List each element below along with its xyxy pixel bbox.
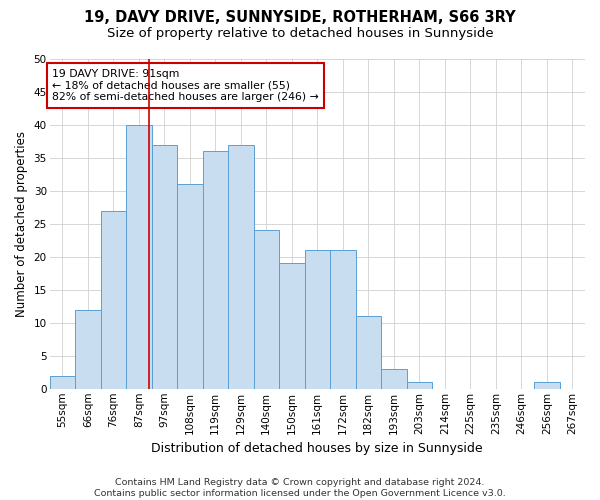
- Y-axis label: Number of detached properties: Number of detached properties: [15, 131, 28, 317]
- Bar: [126, 125, 152, 389]
- Text: Size of property relative to detached houses in Sunnyside: Size of property relative to detached ho…: [107, 28, 493, 40]
- Bar: [407, 382, 432, 389]
- Bar: [50, 376, 75, 389]
- Bar: [228, 144, 254, 389]
- Bar: [75, 310, 101, 389]
- Bar: [381, 369, 407, 389]
- Bar: [330, 250, 356, 389]
- Bar: [177, 184, 203, 389]
- Bar: [152, 144, 177, 389]
- Bar: [534, 382, 560, 389]
- Text: Contains HM Land Registry data © Crown copyright and database right 2024.
Contai: Contains HM Land Registry data © Crown c…: [94, 478, 506, 498]
- Bar: [254, 230, 279, 389]
- Bar: [101, 210, 126, 389]
- Bar: [356, 316, 381, 389]
- Bar: [203, 152, 228, 389]
- Text: 19 DAVY DRIVE: 91sqm
← 18% of detached houses are smaller (55)
82% of semi-detac: 19 DAVY DRIVE: 91sqm ← 18% of detached h…: [52, 69, 319, 102]
- Bar: [305, 250, 330, 389]
- Bar: [279, 264, 305, 389]
- Text: 19, DAVY DRIVE, SUNNYSIDE, ROTHERHAM, S66 3RY: 19, DAVY DRIVE, SUNNYSIDE, ROTHERHAM, S6…: [84, 10, 516, 25]
- X-axis label: Distribution of detached houses by size in Sunnyside: Distribution of detached houses by size …: [151, 442, 483, 455]
